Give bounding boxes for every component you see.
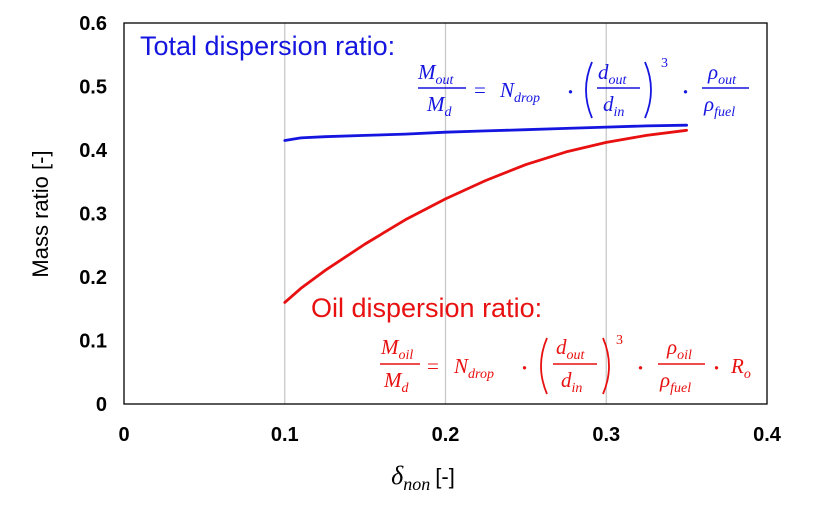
eq-term: din <box>561 368 582 396</box>
y-axis-title: Mass ratio [-] <box>28 150 53 277</box>
tick-labels: 0 0.1 0.2 0.3 0.4 0 0.1 0.2 0.3 0.4 0.5 0.6 <box>79 13 782 446</box>
axes <box>123 22 768 405</box>
y-tick-label: 0.5 <box>79 77 107 99</box>
x-tick-label: 0.3 <box>592 424 620 446</box>
eq-term: = <box>427 354 439 378</box>
right-paren <box>644 61 652 119</box>
x-axis-unit: [-] <box>435 464 455 489</box>
eq-term: ρfuel <box>659 368 691 396</box>
x-axis-subscript: non <box>403 474 430 494</box>
right-paren <box>602 337 610 395</box>
eq-term: Ndrop <box>453 354 494 382</box>
x-tick-label: 0.2 <box>432 424 460 446</box>
left-paren <box>585 61 593 119</box>
eq-term: Moil <box>380 335 413 363</box>
eq-exponent: 3 <box>616 333 623 348</box>
y-tick-label: 0.2 <box>79 267 107 289</box>
total-dispersion-equation: Mout Md = Ndrop · dout din 3 · ρout ρfue… <box>417 56 749 120</box>
x-tick-label: 0.4 <box>753 424 782 446</box>
y-tick-label: 0.1 <box>79 331 107 353</box>
oil-dispersion-equation: Moil Md = Ndrop · dout din 3 · ρoil ρfue… <box>380 333 751 396</box>
eq-term: Ndrop <box>499 78 540 106</box>
eq-term: Md <box>426 92 453 120</box>
eq-term: · <box>521 356 528 380</box>
eq-term: ρout <box>707 60 737 88</box>
total-dispersion-label: Total dispersion ratio: <box>140 31 395 61</box>
x-tick-label: 0 <box>118 424 129 446</box>
eq-term: ρoil <box>666 335 692 363</box>
eq-term: · <box>637 356 644 380</box>
eq-term: ρfuel <box>703 92 735 120</box>
left-paren <box>540 337 548 395</box>
eq-term: · <box>713 356 720 380</box>
total-dispersion-annotation: Total dispersion ratio: Mout Md = Ndrop … <box>140 31 749 120</box>
oil-dispersion-line <box>283 128 688 304</box>
y-tick-label: 0.3 <box>79 204 107 226</box>
eq-term: Ro <box>730 354 751 382</box>
x-axis-title: δnon [-] <box>391 461 455 494</box>
total-dispersion-line <box>283 123 688 142</box>
eq-term: = <box>474 78 486 102</box>
eq-term: · <box>567 80 574 104</box>
oil-dispersion-label: Oil dispersion ratio: <box>311 293 542 323</box>
y-tick-label: 0 <box>96 394 107 416</box>
plot-frame <box>123 22 768 405</box>
eq-term: Mout <box>417 60 455 88</box>
eq-term: dout <box>598 60 628 88</box>
eq-term: Md <box>383 368 410 396</box>
eq-term: · <box>682 80 689 104</box>
eq-term: din <box>603 92 624 120</box>
x-tick-label: 0.1 <box>271 424 299 446</box>
eq-exponent: 3 <box>661 56 668 71</box>
grid-lines <box>284 23 607 404</box>
eq-term: dout <box>556 335 586 363</box>
oil-dispersion-annotation: Oil dispersion ratio: Moil Md = Ndrop · … <box>311 293 751 396</box>
x-axis-symbol: δ <box>391 461 404 490</box>
series-lines <box>283 123 688 304</box>
y-tick-label: 0.6 <box>79 13 107 35</box>
y-tick-label: 0.4 <box>79 140 108 162</box>
